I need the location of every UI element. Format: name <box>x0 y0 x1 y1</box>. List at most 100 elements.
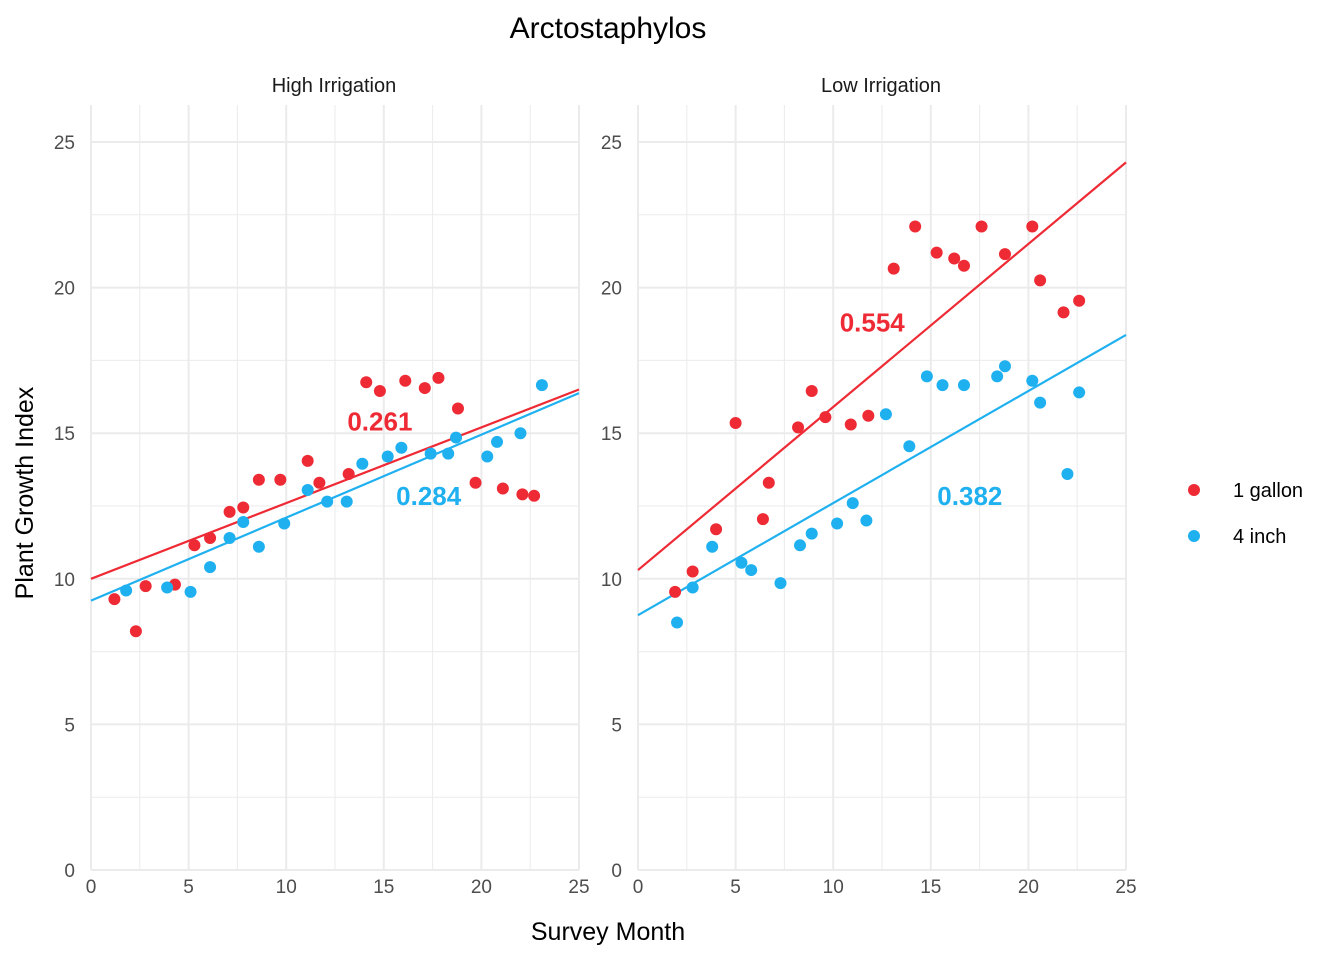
panel-strip-label-high-irrigation: High Irrigation <box>272 75 397 97</box>
data-point-1-gallon <box>469 476 482 489</box>
data-point-1-gallon <box>129 625 142 638</box>
x-tick-label: 5 <box>183 877 194 898</box>
data-point-1-gallon <box>313 476 326 489</box>
data-point-1-gallon <box>301 454 314 467</box>
data-point-1-gallon <box>1026 220 1039 233</box>
data-point-1-gallon <box>496 482 509 495</box>
x-axis-title: Survey Month <box>531 918 685 946</box>
fit-line-1-gallon <box>90 388 580 580</box>
data-point-1-gallon <box>204 532 217 545</box>
y-tick-label: 25 <box>54 133 75 154</box>
y-tick-label: 0 <box>611 861 622 882</box>
x-tick-label: 25 <box>568 877 589 898</box>
data-point-1-gallon <box>762 476 775 489</box>
x-tick-label: 0 <box>86 877 97 898</box>
y-tick-label: 15 <box>54 424 75 445</box>
data-point-4-inch <box>831 517 844 530</box>
data-point-1-gallon <box>188 539 201 552</box>
x-tick-label: 15 <box>373 877 394 898</box>
chart-title: Arctostaphylos <box>510 12 707 45</box>
data-point-1-gallon <box>432 371 445 384</box>
data-point-1-gallon <box>516 488 529 501</box>
data-point-4-inch <box>161 581 174 594</box>
data-point-4-inch <box>450 431 463 444</box>
data-point-1-gallon <box>998 248 1011 261</box>
data-point-4-inch <box>860 514 873 527</box>
data-point-1-gallon <box>862 409 875 422</box>
data-point-4-inch <box>991 370 1004 383</box>
data-point-4-inch <box>686 581 699 594</box>
data-point-4-inch <box>1034 396 1047 409</box>
data-point-4-inch <box>340 495 353 508</box>
data-point-4-inch <box>920 370 933 383</box>
data-point-1-gallon <box>756 513 769 526</box>
data-point-1-gallon <box>909 220 922 233</box>
data-point-4-inch <box>514 427 527 440</box>
data-point-4-inch <box>794 539 807 552</box>
data-point-1-gallon <box>108 593 121 606</box>
y-tick-label: 20 <box>54 279 75 300</box>
fit-line-1-gallon <box>637 161 1127 571</box>
panel-low-irrigation: 0 5 10 15 20 25 0 5 10 15 20 25 0.554 0.382 <box>601 105 1137 898</box>
data-point-4-inch <box>237 516 250 529</box>
data-point-1-gallon <box>957 259 970 272</box>
panel-high-irrigation: 0 5 10 15 20 25 0 5 10 15 20 25 0.261 0.284 <box>54 105 590 898</box>
data-point-4-inch <box>1026 374 1039 387</box>
legend: 1 gallon 4 inch <box>1188 480 1303 548</box>
data-point-4-inch <box>481 450 494 463</box>
data-point-4-inch <box>774 577 787 590</box>
data-point-1-gallon <box>360 376 373 389</box>
data-point-1-gallon <box>252 473 265 486</box>
data-point-1-gallon <box>1034 274 1047 287</box>
data-point-4-inch <box>252 540 265 553</box>
data-point-1-gallon <box>887 262 900 275</box>
data-point-4-inch <box>998 360 1011 373</box>
y-tick-label: 10 <box>601 570 622 591</box>
data-point-4-inch <box>535 379 548 392</box>
data-point-4-inch <box>395 441 408 454</box>
legend-label-1-gallon: 1 gallon <box>1233 480 1303 502</box>
data-point-1-gallon <box>399 374 412 387</box>
x-tick-label: 15 <box>920 877 941 898</box>
data-point-1-gallon <box>686 565 699 578</box>
data-point-4-inch <box>1073 386 1086 399</box>
data-point-1-gallon <box>342 467 355 480</box>
data-point-1-gallon <box>373 384 386 397</box>
data-point-1-gallon <box>930 246 943 259</box>
data-point-1-gallon <box>1073 294 1086 307</box>
legend-label-4-inch: 4 inch <box>1233 526 1286 548</box>
data-point-1-gallon <box>139 580 152 593</box>
data-point-4-inch <box>846 497 859 510</box>
y-tick-label: 5 <box>64 715 75 736</box>
x-tick-label: 20 <box>471 877 492 898</box>
y-tick-label: 10 <box>54 570 75 591</box>
data-point-1-gallon <box>274 473 287 486</box>
data-point-4-inch <box>491 435 504 448</box>
y-tick-label: 20 <box>601 279 622 300</box>
data-point-1-gallon <box>418 382 431 395</box>
r2-label-4-inch: 0.382 <box>937 481 1002 511</box>
data-point-4-inch <box>957 379 970 392</box>
data-point-4-inch <box>223 532 236 545</box>
fit-line-4-inch <box>90 392 580 602</box>
panel-strip-label-low-irrigation: Low Irrigation <box>821 75 941 97</box>
data-point-1-gallon <box>948 252 961 265</box>
x-tick-label: 10 <box>276 877 297 898</box>
data-point-1-gallon <box>729 417 742 430</box>
data-point-4-inch <box>278 517 291 530</box>
data-point-4-inch <box>745 564 758 577</box>
r2-label-1-gallon: 0.554 <box>840 308 906 338</box>
x-tick-label: 5 <box>730 877 741 898</box>
data-point-4-inch <box>356 457 369 470</box>
data-point-4-inch <box>706 540 719 553</box>
data-point-4-inch <box>381 450 394 463</box>
data-point-4-inch <box>903 440 916 453</box>
x-tick-label: 25 <box>1115 877 1136 898</box>
x-tick-label: 0 <box>633 877 644 898</box>
data-point-1-gallon <box>792 421 805 434</box>
data-point-4-inch <box>1061 467 1074 480</box>
data-point-1-gallon <box>1057 306 1070 319</box>
data-point-4-inch <box>301 483 314 496</box>
data-point-1-gallon <box>669 585 682 598</box>
